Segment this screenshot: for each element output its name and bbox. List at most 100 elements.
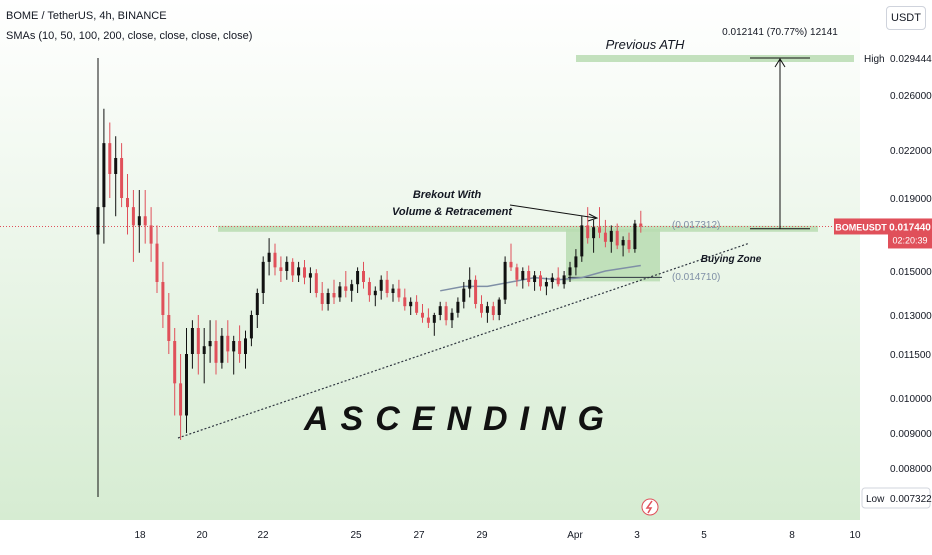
candle[interactable] xyxy=(474,275,478,309)
candle[interactable] xyxy=(314,269,318,298)
candle[interactable] xyxy=(379,275,383,300)
candle[interactable] xyxy=(362,261,365,289)
candle[interactable] xyxy=(120,143,124,208)
candle[interactable] xyxy=(131,190,135,262)
candle[interactable] xyxy=(462,282,466,309)
candle[interactable] xyxy=(621,236,625,257)
candle[interactable] xyxy=(527,265,531,287)
candle[interactable] xyxy=(615,223,619,250)
candle[interactable] xyxy=(556,267,560,287)
candle[interactable] xyxy=(533,271,537,291)
candle[interactable] xyxy=(385,271,389,298)
candle[interactable] xyxy=(114,136,118,217)
candle[interactable] xyxy=(409,297,413,315)
candle[interactable] xyxy=(96,58,100,497)
candle[interactable] xyxy=(568,261,572,282)
candle[interactable] xyxy=(633,219,637,253)
candle[interactable] xyxy=(196,315,200,375)
candle[interactable] xyxy=(255,288,259,328)
candle[interactable] xyxy=(179,354,183,440)
candle[interactable] xyxy=(303,260,306,285)
candle[interactable] xyxy=(308,267,312,293)
candle[interactable] xyxy=(291,258,295,282)
candle[interactable] xyxy=(190,320,194,369)
candle[interactable] xyxy=(261,256,265,304)
candle[interactable] xyxy=(456,297,460,318)
candle[interactable] xyxy=(214,320,218,375)
candle[interactable] xyxy=(598,207,601,239)
candle[interactable] xyxy=(238,325,242,363)
candle[interactable] xyxy=(485,301,489,323)
candle[interactable] xyxy=(297,261,301,282)
candle[interactable] xyxy=(609,225,613,253)
candle[interactable] xyxy=(574,249,578,276)
candle[interactable] xyxy=(208,320,212,363)
time-tick-label: 29 xyxy=(476,530,488,541)
candle[interactable] xyxy=(397,279,401,302)
candle[interactable] xyxy=(149,207,153,262)
candle[interactable] xyxy=(497,297,501,321)
candle[interactable] xyxy=(185,328,188,433)
candle[interactable] xyxy=(426,308,430,328)
candle[interactable] xyxy=(332,279,336,304)
candle[interactable] xyxy=(367,277,371,302)
candle[interactable] xyxy=(509,243,513,271)
candle[interactable] xyxy=(450,308,454,328)
candle[interactable] xyxy=(403,288,407,311)
candle[interactable] xyxy=(173,328,177,416)
candle[interactable] xyxy=(232,335,236,375)
candle[interactable] xyxy=(580,216,584,262)
candle[interactable] xyxy=(521,267,525,289)
candle[interactable] xyxy=(285,256,289,280)
candle[interactable] xyxy=(350,279,354,302)
candle[interactable] xyxy=(444,301,448,326)
candle[interactable] xyxy=(202,328,206,384)
candle[interactable] xyxy=(244,330,247,369)
candle-body xyxy=(586,225,590,239)
candle[interactable] xyxy=(108,122,112,199)
candle[interactable] xyxy=(592,219,596,253)
candle[interactable] xyxy=(544,277,548,296)
candle[interactable] xyxy=(267,238,271,276)
candle[interactable] xyxy=(344,271,348,298)
candle[interactable] xyxy=(279,256,283,282)
candle[interactable] xyxy=(167,293,171,354)
candle[interactable] xyxy=(249,310,253,347)
candle[interactable] xyxy=(491,301,495,321)
candle[interactable] xyxy=(421,304,424,323)
candle[interactable] xyxy=(273,243,277,276)
candle[interactable] xyxy=(137,190,141,253)
candle[interactable] xyxy=(480,295,483,318)
currency-button[interactable]: USDT xyxy=(886,6,926,30)
candle[interactable] xyxy=(356,267,360,293)
candle[interactable] xyxy=(102,108,106,244)
candle[interactable] xyxy=(226,320,230,363)
candle[interactable] xyxy=(220,328,224,369)
candle-body xyxy=(179,383,183,416)
candle[interactable] xyxy=(539,271,542,291)
candle[interactable] xyxy=(326,288,330,311)
candle[interactable] xyxy=(320,282,324,311)
candle[interactable] xyxy=(515,263,519,287)
candle[interactable] xyxy=(603,219,607,248)
candle[interactable] xyxy=(627,232,631,253)
candle[interactable] xyxy=(391,284,395,302)
candle[interactable] xyxy=(432,312,436,336)
candle[interactable] xyxy=(161,261,165,328)
candle[interactable] xyxy=(586,207,590,244)
candle[interactable] xyxy=(503,256,507,304)
candle[interactable] xyxy=(438,301,442,321)
candle[interactable] xyxy=(639,210,643,233)
candle[interactable] xyxy=(468,267,472,298)
candle[interactable] xyxy=(562,271,566,289)
candle[interactable] xyxy=(155,225,159,293)
candle[interactable] xyxy=(126,174,129,235)
candle[interactable] xyxy=(143,190,147,244)
candle[interactable] xyxy=(373,286,377,307)
candle[interactable] xyxy=(415,295,419,315)
candle[interactable] xyxy=(550,273,554,289)
indicator-legend[interactable]: SMAs (10, 50, 100, 200, close, close, cl… xyxy=(6,30,253,42)
candle[interactable] xyxy=(338,282,342,302)
